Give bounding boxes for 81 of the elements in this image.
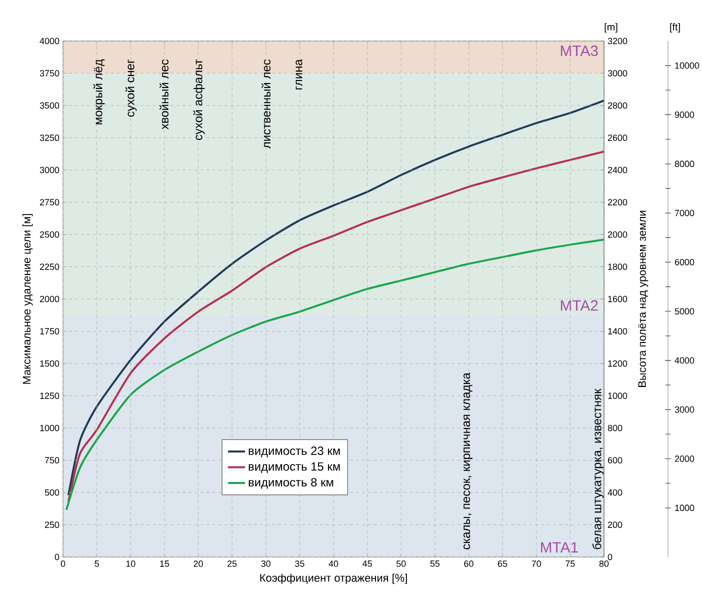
x-tick-label: 70 [532, 560, 542, 567]
band-label: MTA2 [560, 300, 598, 311]
y2-tick-label: 1000 [608, 392, 628, 399]
y2-tick-label: 2000 [608, 231, 628, 238]
x-tick-label: 35 [295, 560, 304, 567]
x-tick-label: 10 [126, 560, 136, 567]
annotation: белая штукатурка, известняк [592, 388, 604, 550]
text: [ft] [670, 23, 680, 32]
y2-tick-label: 600 [608, 457, 622, 464]
x-tick-label: 30 [261, 560, 271, 567]
y3-tick-label: 3000 [674, 406, 694, 413]
x-tick-label: 75 [566, 560, 575, 567]
y3-tick-label: 9000 [674, 112, 694, 118]
annotation: сухой асфальт [193, 59, 205, 140]
y-tick-label: 1500 [40, 360, 60, 367]
y-tick-label: 1250 [40, 392, 60, 399]
y3-tick-label: 8000 [674, 160, 694, 168]
x-tick-label: 40 [328, 560, 338, 567]
x-tick-label: 55 [430, 560, 440, 567]
y-tick-label: 3500 [40, 102, 60, 109]
y2-tick-label: 3200 [608, 38, 628, 44]
y3-tick-label: 4000 [674, 357, 694, 364]
x-tick-label: 65 [498, 560, 508, 567]
annotation: лиственный лес [262, 60, 270, 148]
x-tick-label: 80 [599, 560, 609, 567]
x-tick-label: 15 [160, 560, 170, 567]
annotation: скалы, песок, кирпичная кладка [464, 372, 472, 550]
y2-tick-label: 2600 [608, 134, 628, 141]
y2-tick-label: 0 [608, 554, 612, 560]
y-tick-label: 4000 [40, 38, 60, 44]
annotation: глина [296, 59, 302, 90]
y-tick-label: 2000 [40, 296, 60, 302]
legend-label: видимость 8 км [248, 478, 334, 489]
y2-tick-label: 3000 [608, 70, 628, 76]
x-tick-label: 20 [194, 560, 203, 567]
y-tick-label: 1000 [40, 424, 60, 432]
band-label: MTA3 [560, 46, 598, 56]
y2-tick-label: 800 [608, 424, 622, 432]
y3-tick-label: 6000 [674, 258, 694, 266]
y-axis-title: Максимальное удаление цели [м] [22, 214, 33, 384]
annotation: сухой снег [125, 60, 137, 117]
x-tick-label: 45 [362, 560, 372, 567]
y-tick-label: 2750 [40, 199, 60, 206]
band-label: MTA1 [541, 542, 578, 552]
y-tick-label: 2250 [40, 264, 60, 270]
x-tick-label: 50 [396, 560, 406, 567]
x-tick-label: 5 [94, 560, 99, 567]
y2-tick-label: 1600 [608, 296, 628, 302]
x-tick-label: 0 [60, 560, 66, 567]
y-tick-label: 3750 [40, 70, 60, 76]
y2-tick-label: 1800 [608, 264, 628, 270]
x-axis-title: Коэффициент отражения [%] [260, 574, 407, 584]
y-tick-label: 0 [54, 554, 60, 560]
y2-tick-label: 2200 [608, 199, 628, 206]
y2-axis-title: Высота полёта над уровнем земли [638, 210, 648, 387]
y3-tick-label: 2000 [674, 456, 694, 462]
legend-label: видимость 15 км [248, 462, 340, 473]
y-tick-label: 750 [44, 457, 60, 464]
line-series [65, 238, 604, 511]
y-tick-label: 500 [44, 489, 60, 496]
y2-tick-label: 200 [608, 522, 622, 528]
annotation: мокрый лёд [93, 59, 105, 124]
y2-tick-label: 2400 [608, 166, 628, 174]
annotation: хвойный лес [160, 60, 168, 130]
y3-tick-label: 5000 [674, 308, 694, 314]
y-tick-label: 250 [44, 522, 60, 528]
y3-tick-label: 10000 [675, 62, 700, 69]
y-tick-label: 3250 [40, 134, 60, 141]
y-tick-label: 3000 [40, 166, 60, 174]
x-tick-label: 25 [228, 560, 237, 567]
y2-tick-label: 2800 [608, 102, 628, 109]
y2-tick-label: 1200 [608, 360, 628, 367]
y3-tick-label: 1000 [675, 504, 694, 512]
x-tick-label: 60 [464, 560, 474, 567]
text: [m] [604, 23, 618, 32]
y-tick-label: 1750 [40, 328, 60, 334]
y-tick-label: 2500 [40, 231, 60, 238]
y3-tick-label: 7000 [674, 210, 694, 216]
legend-label: видимость 23 км [248, 446, 340, 458]
y2-tick-label: 1400 [608, 328, 628, 334]
y2-tick-label: 400 [608, 489, 622, 496]
